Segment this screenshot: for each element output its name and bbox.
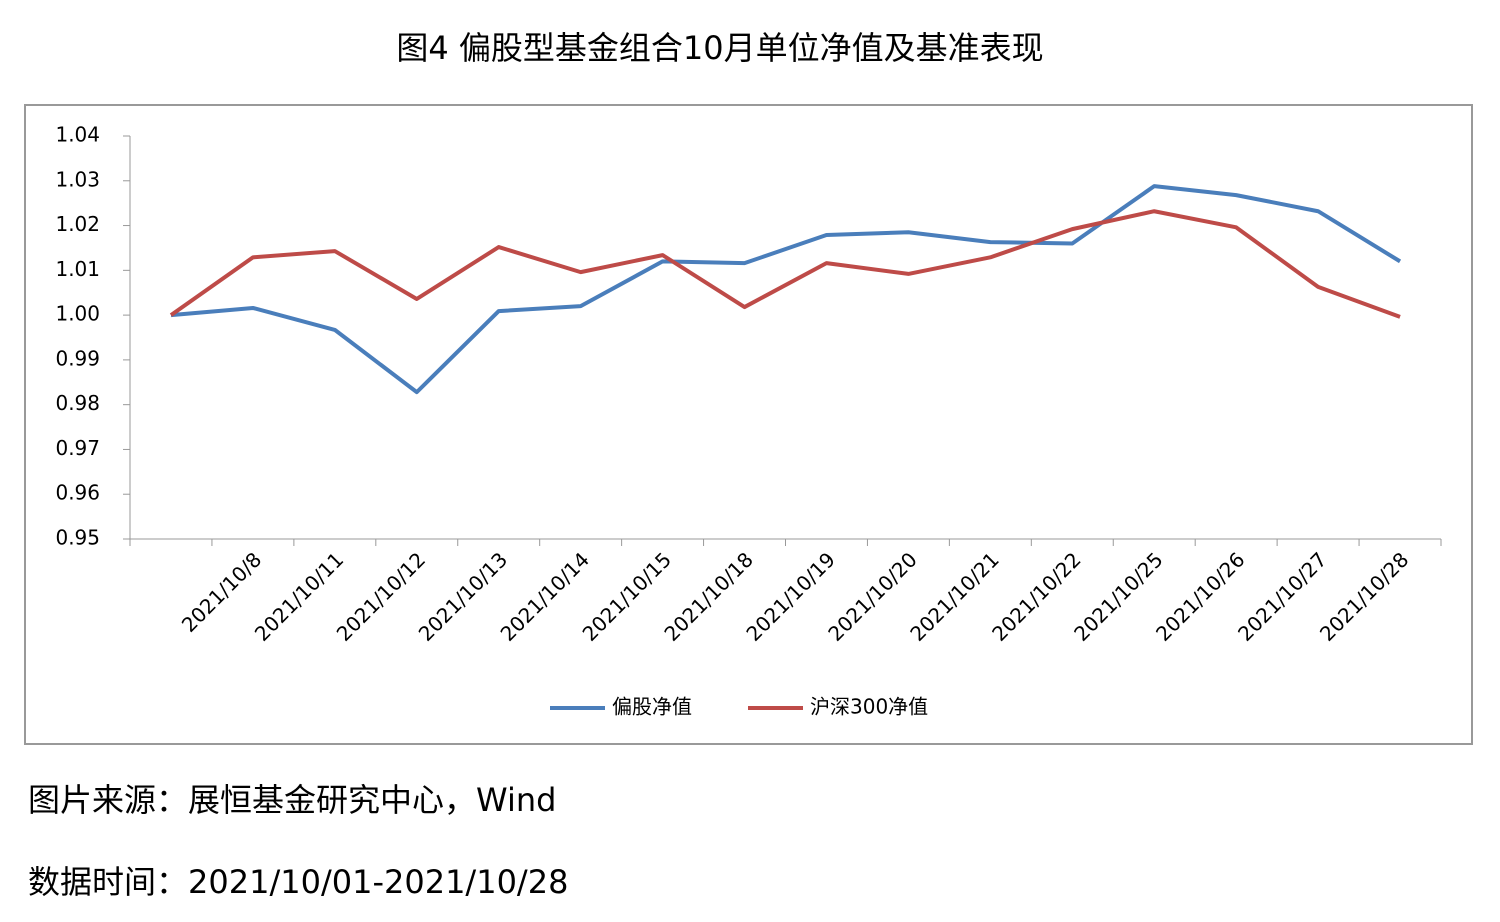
y-tick-label: 1.01 xyxy=(55,257,100,281)
series-line xyxy=(169,209,1401,319)
y-tick-label: 0.95 xyxy=(55,526,100,550)
y-tick-label: 0.97 xyxy=(55,436,100,460)
y-tick-label: 1.00 xyxy=(55,302,100,326)
chart-title: 图4 偏股型基金组合10月单位净值及基准表现 xyxy=(396,29,1043,67)
y-tick-label: 0.96 xyxy=(55,481,100,505)
legend-label: 沪深300净值 xyxy=(810,695,928,719)
y-tick-label: 1.02 xyxy=(55,212,100,236)
date-range: 数据时间：2021/10/01-2021/10/28 xyxy=(28,863,568,901)
y-tick-label: 1.04 xyxy=(55,123,100,147)
y-tick-label: 0.98 xyxy=(55,391,100,415)
chart-frame xyxy=(24,104,1473,745)
source: 图片来源：展恒基金研究中心，Wind xyxy=(28,781,556,819)
series-line xyxy=(170,184,1402,395)
legend-label: 偏股净值 xyxy=(612,695,692,719)
y-tick-label: 0.99 xyxy=(55,346,100,370)
x-tick-label: 2021/10/28 xyxy=(1315,547,1413,645)
x-tick-label: 2021/10/8 xyxy=(177,547,266,636)
y-tick-label: 1.03 xyxy=(55,167,100,191)
